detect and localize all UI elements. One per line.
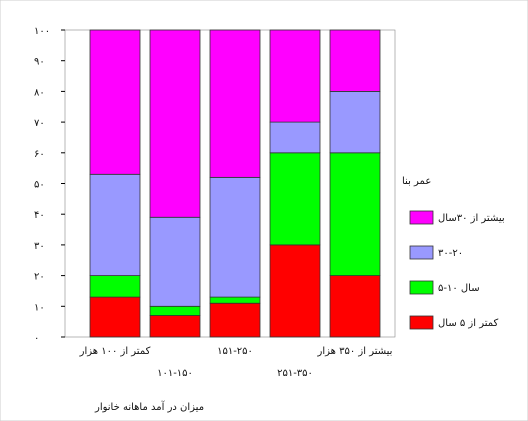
legend-item-label: ۳۰-۲۰ (438, 248, 463, 259)
x-category-label: کمتر از ۱۰۰ هزار (79, 346, 151, 357)
bar-segment (329, 91, 381, 154)
legend-item-label: سال ۱۰-۵ (438, 283, 480, 294)
y-tick-label: ۰ (34, 333, 39, 344)
bar-segment (149, 315, 201, 338)
x-axis-title: میزان در آمد ماهانه خانوار (94, 400, 204, 413)
y-tick-label: ۵۰ (34, 180, 45, 191)
y-tick-label: ۹۰ (34, 57, 45, 68)
legend: عمر بنا بیشتر از ۳۰سال ۳۰-۲۰ سال ۱۰-۵ کمتر … (402, 176, 505, 330)
y-tick-label: ۳۰ (34, 241, 45, 252)
bar-segment (149, 305, 201, 316)
bar-segment (269, 244, 321, 338)
y-tick-label: ۶۰ (34, 149, 45, 160)
bar-segment (89, 173, 141, 276)
legend-swatch (409, 280, 434, 295)
legend-swatch (409, 315, 434, 330)
bar-segment (329, 275, 381, 338)
bar-segment (329, 152, 381, 277)
x-category-label: ۱۵۱-۲۵۰ (217, 346, 253, 357)
bar-segment (89, 29, 141, 175)
legend-item-label: بیشتر از ۳۰سال (438, 213, 505, 224)
x-axis-categories: کمتر از ۱۰۰ هزار ۱۰۱-۱۵۰ ۱۵۱-۲۵۰ ۲۵۱-۳۵۰ بیش… (79, 346, 393, 379)
y-tick-label: ۸۰ (34, 87, 45, 98)
bar-segment (269, 152, 321, 246)
y-tick-label: ۲۰ (34, 272, 45, 283)
y-axis: ۰ ۱۰ ۲۰ ۳۰ ۴۰ ۵۰ ۶۰ ۷۰ ۸۰ ۹۰ ۱۰۰ (34, 26, 65, 344)
legend-item-label: کمتر از ۵ سال (438, 318, 499, 329)
bar-segment (209, 302, 261, 338)
bar-segment (209, 296, 261, 304)
bars-group (89, 29, 381, 338)
y-tick-label: ۱۰۰ (34, 26, 50, 37)
y-tick-label: ۷۰ (34, 118, 45, 129)
bar-segment (149, 216, 201, 307)
bar-segment (329, 29, 381, 92)
y-tick-label: ۴۰ (34, 210, 45, 221)
legend-title: عمر بنا (402, 176, 431, 187)
x-category-label: ۲۵۱-۳۵۰ (277, 368, 313, 379)
y-tick-label: ۱۰ (34, 302, 45, 313)
bar-segment (269, 121, 321, 154)
bar-segment (209, 176, 261, 298)
bar-segment (89, 275, 141, 298)
bar-segment (269, 29, 321, 123)
bar-segment (89, 296, 141, 338)
bar-segment (149, 29, 201, 218)
bar-segment (209, 29, 261, 178)
x-category-label: ۱۰۱-۱۵۰ (157, 368, 193, 379)
x-category-label: بیشتر از ۳۵۰ هزار (317, 346, 393, 357)
legend-swatch (409, 245, 434, 260)
legend-swatch (409, 210, 434, 225)
